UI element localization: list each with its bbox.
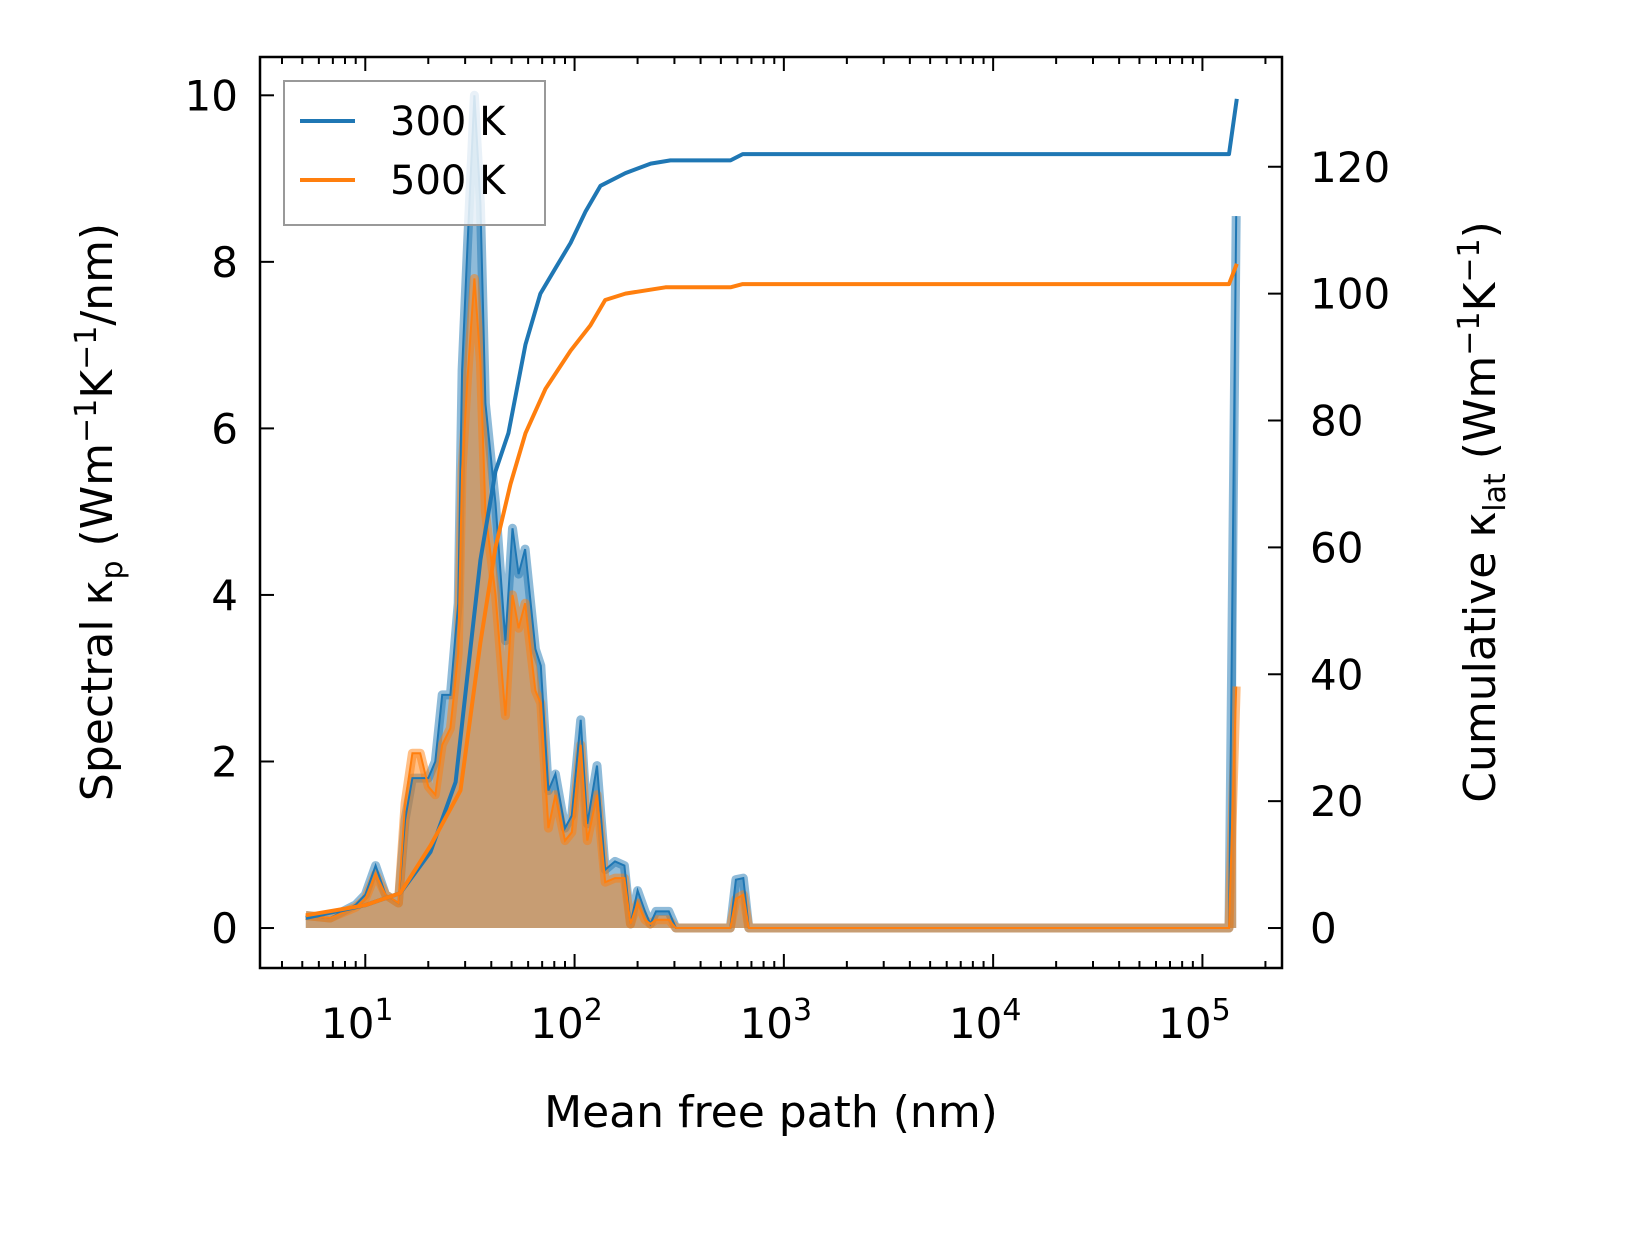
y-right-tick-label: 120	[1310, 143, 1390, 192]
legend: 300 K 500 K	[283, 80, 546, 226]
x-tick-label: 105	[1158, 993, 1231, 1048]
x-axis-label: Mean free path (nm)	[544, 1087, 998, 1138]
y-left-tick-label: 6	[211, 404, 238, 453]
cumulative-line-500k	[305, 263, 1239, 918]
y-right-tick-label: 100	[1310, 270, 1390, 319]
y-left-tick-label: 0	[211, 904, 238, 953]
plot-frame	[258, 55, 1284, 970]
y-left-tick-label: 10	[185, 71, 238, 120]
x-tick-label: 102	[530, 993, 603, 1048]
spectral-line-500k	[305, 278, 1238, 929]
spectral-fills	[305, 90, 1241, 933]
y-left-tick-label: 4	[211, 571, 238, 620]
y-right-tick-label: 40	[1310, 650, 1363, 699]
data-lines	[305, 98, 1239, 920]
x-tick-label: 104	[949, 993, 1022, 1048]
y-left-tick-label: 8	[211, 238, 238, 287]
y-axis-right-label: Cumulative κlat (Wm−1K−1)	[1452, 221, 1513, 803]
spectral-line-300k	[305, 95, 1238, 929]
y-right-tick-label: 20	[1310, 777, 1363, 826]
y-left-tick-label: 2	[211, 737, 238, 786]
y-right-tick-label: 0	[1310, 904, 1337, 953]
y-right-tick-label: 60	[1310, 523, 1363, 572]
x-tick-label: 101	[321, 993, 394, 1048]
legend-label-500k: 500 K	[390, 158, 507, 204]
cumulative-line-300k	[305, 98, 1239, 920]
y-right-tick-label: 80	[1310, 397, 1363, 446]
y-axis-left-label: Spectral κp (Wm−1K−1/nm)	[69, 223, 130, 801]
spectral-fill-500k	[305, 278, 1237, 929]
legend-frame	[283, 80, 546, 226]
legend-label-300k: 300 K	[390, 99, 507, 145]
x-tick-label: 103	[740, 993, 813, 1048]
